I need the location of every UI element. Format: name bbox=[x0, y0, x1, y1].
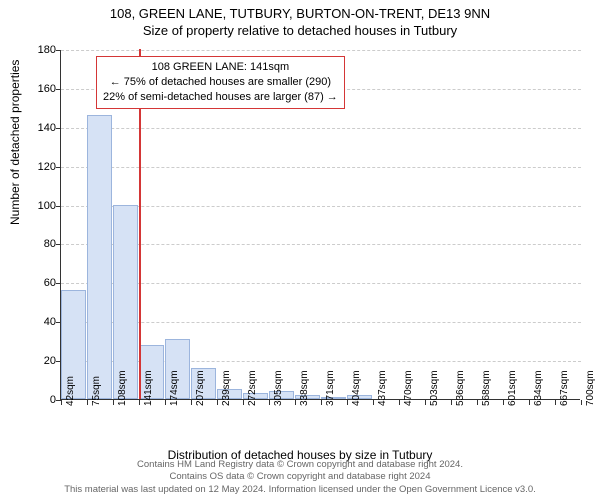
footer-line3: This material was last updated on 12 May… bbox=[0, 484, 600, 496]
xtick-label: 634sqm bbox=[533, 370, 544, 406]
xtick-label: 667sqm bbox=[559, 370, 570, 406]
chart-title-address: 108, GREEN LANE, TUTBURY, BURTON-ON-TREN… bbox=[0, 0, 600, 21]
xtick-label: 239sqm bbox=[221, 370, 232, 406]
xtick-label: 503sqm bbox=[429, 370, 440, 406]
xtick-label: 700sqm bbox=[585, 370, 596, 406]
ytick-label: 100 bbox=[38, 200, 56, 212]
xtick-mark bbox=[113, 400, 114, 405]
ytick-label: 0 bbox=[50, 394, 56, 406]
ytick-mark bbox=[56, 244, 61, 245]
xtick-mark bbox=[451, 400, 452, 405]
xtick-label: 207sqm bbox=[195, 370, 206, 406]
xtick-label: 404sqm bbox=[351, 370, 362, 406]
xtick-label: 470sqm bbox=[403, 370, 414, 406]
xtick-mark bbox=[399, 400, 400, 405]
footer-attribution: Contains HM Land Registry data © Crown c… bbox=[0, 459, 600, 496]
xtick-mark bbox=[347, 400, 348, 405]
xtick-label: 141sqm bbox=[143, 370, 154, 406]
xtick-mark bbox=[243, 400, 244, 405]
xtick-mark bbox=[581, 400, 582, 405]
xtick-mark bbox=[191, 400, 192, 405]
xtick-label: 568sqm bbox=[481, 370, 492, 406]
xtick-label: 536sqm bbox=[455, 370, 466, 406]
ytick-label: 40 bbox=[44, 316, 56, 328]
ytick-mark bbox=[56, 50, 61, 51]
annotation-line3: 22% of semi-detached houses are larger (… bbox=[103, 90, 338, 105]
ytick-label: 120 bbox=[38, 161, 56, 173]
xtick-label: 601sqm bbox=[507, 370, 518, 406]
ytick-label: 180 bbox=[38, 44, 56, 56]
xtick-label: 75sqm bbox=[91, 376, 102, 406]
xtick-label: 338sqm bbox=[299, 370, 310, 406]
chart-title-description: Size of property relative to detached ho… bbox=[0, 21, 600, 38]
ytick-label: 160 bbox=[38, 83, 56, 95]
xtick-mark bbox=[61, 400, 62, 405]
xtick-label: 272sqm bbox=[247, 370, 258, 406]
xtick-label: 371sqm bbox=[325, 370, 336, 406]
xtick-mark bbox=[503, 400, 504, 405]
footer-line1: Contains HM Land Registry data © Crown c… bbox=[0, 459, 600, 471]
xtick-label: 108sqm bbox=[117, 370, 128, 406]
ytick-label: 60 bbox=[44, 277, 56, 289]
xtick-label: 42sqm bbox=[65, 376, 76, 406]
xtick-mark bbox=[295, 400, 296, 405]
xtick-label: 174sqm bbox=[169, 370, 180, 406]
histogram-bar bbox=[87, 115, 112, 399]
xtick-label: 437sqm bbox=[377, 370, 388, 406]
xtick-mark bbox=[477, 400, 478, 405]
annotation-line1: 108 GREEN LANE: 141sqm bbox=[103, 60, 338, 75]
ytick-mark bbox=[56, 167, 61, 168]
xtick-label: 305sqm bbox=[273, 370, 284, 406]
xtick-mark bbox=[321, 400, 322, 405]
xtick-mark bbox=[87, 400, 88, 405]
xtick-mark bbox=[139, 400, 140, 405]
y-axis-label: Number of detached properties bbox=[8, 60, 22, 225]
annotation-line2: ← 75% of detached houses are smaller (29… bbox=[103, 75, 338, 90]
ytick-mark bbox=[56, 128, 61, 129]
ytick-mark bbox=[56, 283, 61, 284]
footer-line2: Contains OS data © Crown copyright and d… bbox=[0, 471, 600, 483]
annotation-box: 108 GREEN LANE: 141sqm ← 75% of detached… bbox=[96, 56, 345, 109]
ytick-label: 20 bbox=[44, 355, 56, 367]
xtick-mark bbox=[373, 400, 374, 405]
xtick-mark bbox=[269, 400, 270, 405]
ytick-mark bbox=[56, 89, 61, 90]
xtick-mark bbox=[555, 400, 556, 405]
xtick-mark bbox=[425, 400, 426, 405]
xtick-mark bbox=[217, 400, 218, 405]
ytick-label: 140 bbox=[38, 122, 56, 134]
ytick-label: 80 bbox=[44, 238, 56, 250]
ytick-mark bbox=[56, 206, 61, 207]
xtick-mark bbox=[165, 400, 166, 405]
chart-area: 02040608010012014016018042sqm75sqm108sqm… bbox=[60, 50, 580, 400]
xtick-mark bbox=[529, 400, 530, 405]
